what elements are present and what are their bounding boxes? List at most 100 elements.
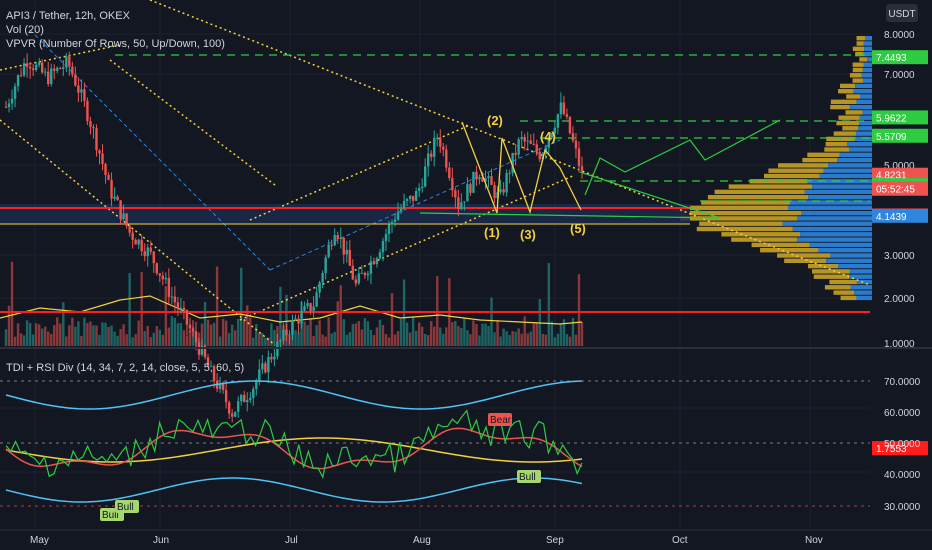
volume-bar (360, 329, 364, 346)
vp-bar-up (728, 184, 813, 189)
candle (430, 153, 433, 157)
candle (194, 331, 198, 343)
candle (469, 184, 472, 193)
volume-bar (140, 271, 143, 346)
volume-bar (511, 330, 514, 346)
volume-bar (28, 323, 32, 346)
candle (282, 329, 285, 341)
vp-bar-up (707, 195, 809, 200)
tdi-tick: 60.0000 (884, 408, 921, 419)
time-tick: Aug (413, 535, 431, 546)
candle (517, 139, 520, 155)
candle (167, 277, 171, 297)
candle (508, 172, 511, 174)
wave-label-4: (4) (540, 129, 556, 144)
candle (463, 201, 466, 203)
tdi-annotation-label: Bull (117, 502, 134, 513)
vp-bar-down (849, 269, 872, 274)
vp-bar-down (861, 73, 872, 78)
volume-bar (375, 327, 379, 346)
vp-bar-down (837, 157, 872, 163)
candle (80, 89, 83, 93)
vp-bar-down (862, 67, 872, 73)
candle (25, 63, 29, 67)
vp-bar-up (824, 285, 851, 290)
vpvr-indicator-label[interactable]: VPVR (Number Of Rows, 50, Up/Down, 100) (6, 38, 225, 50)
volume-bar (285, 294, 288, 346)
vp-bar-down (864, 46, 872, 51)
chart-title[interactable]: API3 / Tether, 12h, OKEX (6, 10, 131, 22)
candle (44, 71, 47, 73)
vp-bar-down (804, 189, 872, 195)
vp-bar-down (792, 226, 872, 232)
volume-bar (146, 326, 149, 346)
candle (363, 272, 367, 276)
vp-bar-up (825, 142, 848, 147)
candle (19, 75, 23, 77)
vp-bar-down (863, 62, 872, 67)
price-tick: 8.0000 (884, 30, 915, 41)
vp-bar-up (751, 242, 810, 248)
vp-bar-down (849, 274, 872, 279)
volume-bar (110, 325, 113, 346)
time-axis[interactable]: May Jun Jul Aug Sep Oct Nov (0, 529, 932, 546)
candle (71, 66, 74, 75)
vp-bar-down (853, 89, 872, 94)
volume-bar (4, 329, 8, 346)
vp-bar-up (829, 279, 857, 285)
candle (439, 137, 442, 147)
vp-bar-up (838, 115, 860, 120)
tdi-tick: 50.0000 (884, 439, 921, 450)
volume-bar (496, 320, 499, 346)
candle (92, 127, 95, 129)
candle (140, 239, 143, 252)
candle (255, 381, 258, 389)
candle (559, 102, 563, 115)
elliott-wave (461, 121, 582, 215)
vp-bar-down (854, 136, 872, 142)
tdi-pane (0, 380, 870, 507)
candle (580, 166, 584, 171)
volume-bar (89, 321, 92, 346)
candle (221, 383, 225, 391)
candle (13, 86, 17, 99)
volume-bar (463, 317, 466, 346)
tdi-axis[interactable]: 70.0000 60.0000 50.0000 40.0000 30.0000 (884, 377, 921, 513)
candle (312, 306, 315, 311)
vp-bar-down (858, 126, 872, 131)
volume-indicator-label[interactable]: Vol (20) (6, 24, 44, 36)
volume-bar (411, 316, 415, 346)
candle (149, 247, 152, 252)
candle (227, 402, 231, 414)
price-axis[interactable]: USDT 8.0000 7.0000 5.0000 3.0000 2.0000 … (884, 4, 918, 350)
candle (230, 413, 234, 417)
currency-badge[interactable] (886, 4, 918, 22)
candle (354, 279, 358, 284)
volume-bar (149, 336, 152, 346)
volume-bar (339, 285, 342, 346)
candle (101, 153, 104, 164)
vp-bar-down (855, 131, 872, 136)
volume-bar (330, 333, 333, 346)
tdi-annotation-tag (488, 413, 512, 426)
volume-bar (113, 331, 116, 346)
price-level-labels: 7.44935.96225.57094.82314.64134.15064.14… (872, 50, 928, 456)
volume-bar (571, 317, 575, 346)
candle (366, 273, 370, 276)
price-level-value: 5.9622 (876, 113, 907, 124)
tdi-indicator-label[interactable]: TDI + RSI Div (14, 34, 7, 2, 14, close, … (6, 362, 244, 374)
candle (161, 275, 165, 280)
candle (442, 146, 445, 150)
vp-bar-down (838, 263, 872, 269)
volume-bar (517, 328, 520, 346)
volume-bar (363, 318, 367, 346)
candle (246, 399, 249, 403)
candle (490, 176, 493, 185)
candle (556, 114, 560, 128)
volume-bar (179, 323, 183, 346)
volume-bar (351, 324, 355, 346)
volume-bar (212, 322, 216, 346)
volume-bar (62, 302, 65, 346)
candle (472, 171, 475, 193)
